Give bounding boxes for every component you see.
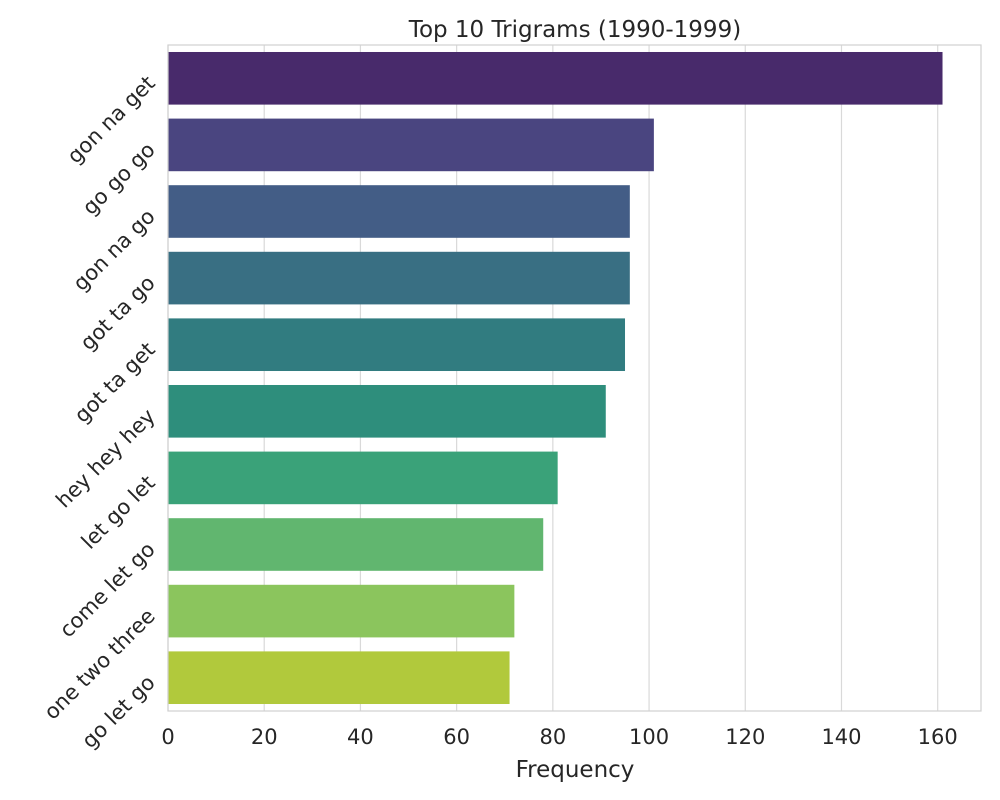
- x-tick-label: 60: [443, 725, 470, 749]
- x-tick-label: 100: [629, 725, 669, 749]
- bar: [168, 185, 630, 238]
- x-tick-label: 20: [251, 725, 278, 749]
- bar: [168, 118, 654, 172]
- x-tick-label: 40: [347, 725, 374, 749]
- bar: [168, 651, 510, 705]
- bar: [168, 384, 606, 438]
- x-axis-label: Frequency: [516, 757, 635, 783]
- bar: [168, 584, 515, 638]
- bar: [168, 251, 630, 305]
- bar: [168, 51, 943, 105]
- x-tick-label: 120: [725, 725, 765, 749]
- x-tick-label: 80: [539, 725, 566, 749]
- x-tick-labels: 0 20 40 60 80 100 120 140 160: [161, 725, 957, 749]
- bar: [168, 318, 626, 372]
- bar: [168, 451, 558, 505]
- chart-title: Top 10 Trigrams (1990-1999): [408, 17, 741, 43]
- plot-frame: [167, 44, 982, 712]
- x-tick-label: 160: [918, 725, 958, 749]
- bars: [168, 51, 943, 705]
- x-tick-label: 0: [161, 725, 174, 749]
- bar: [168, 518, 544, 571]
- x-tick-label: 140: [821, 725, 861, 749]
